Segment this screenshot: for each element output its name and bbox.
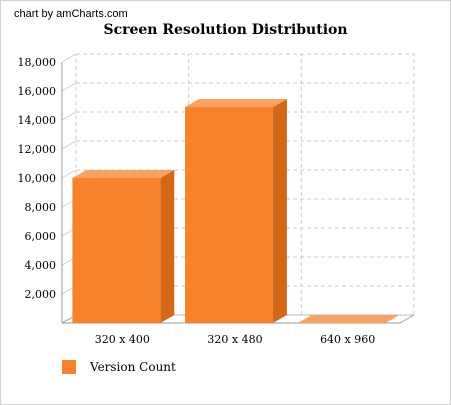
bar-front: [185, 106, 273, 323]
y-tick-label: 4,000: [25, 259, 57, 272]
y-tick-label: 2,000: [25, 288, 57, 301]
bar-side: [160, 170, 175, 323]
bar: [72, 170, 175, 323]
grid-depth-line: [61, 111, 77, 121]
bar-top: [297, 315, 400, 323]
bar-layer: [72, 98, 400, 323]
bar: [185, 98, 287, 323]
grid-depth-line: [61, 82, 77, 92]
grid-depth-line: [61, 140, 77, 150]
x-category-label: 320 x 400: [95, 333, 150, 346]
x-category-label: 640 x 960: [320, 333, 375, 346]
bar-top: [72, 170, 175, 178]
y-tick-label: 14,000: [18, 114, 57, 127]
grid-depth-line: [61, 53, 77, 63]
bar-front: [72, 178, 161, 323]
chart-credit-link[interactable]: chart by amCharts.com: [14, 8, 128, 20]
bar: [297, 315, 400, 323]
legend-swatch[interactable]: [62, 360, 76, 374]
bar-top: [185, 98, 287, 107]
y-tick-label: 10,000: [18, 172, 57, 185]
chart-title: Screen Resolution Distribution: [103, 22, 348, 38]
y-tick-label: 6,000: [25, 230, 57, 243]
x-category-label: 320 x 480: [207, 333, 262, 346]
legend: Version Count: [62, 360, 176, 374]
grid-depth-line: [61, 169, 77, 179]
y-tick-label: 16,000: [18, 85, 57, 98]
y-tick-label: 12,000: [18, 143, 57, 156]
label-layer: 2,000 4,000 6,000 8,000 10,000 12,000 14,000 16…: [18, 56, 376, 346]
legend-label[interactable]: Version Count: [90, 360, 176, 374]
y-tick-label: 18,000: [18, 56, 57, 69]
axis-depth-line: [399, 314, 415, 324]
bar-side: [272, 98, 287, 323]
y-tick-label: 8,000: [25, 201, 57, 214]
